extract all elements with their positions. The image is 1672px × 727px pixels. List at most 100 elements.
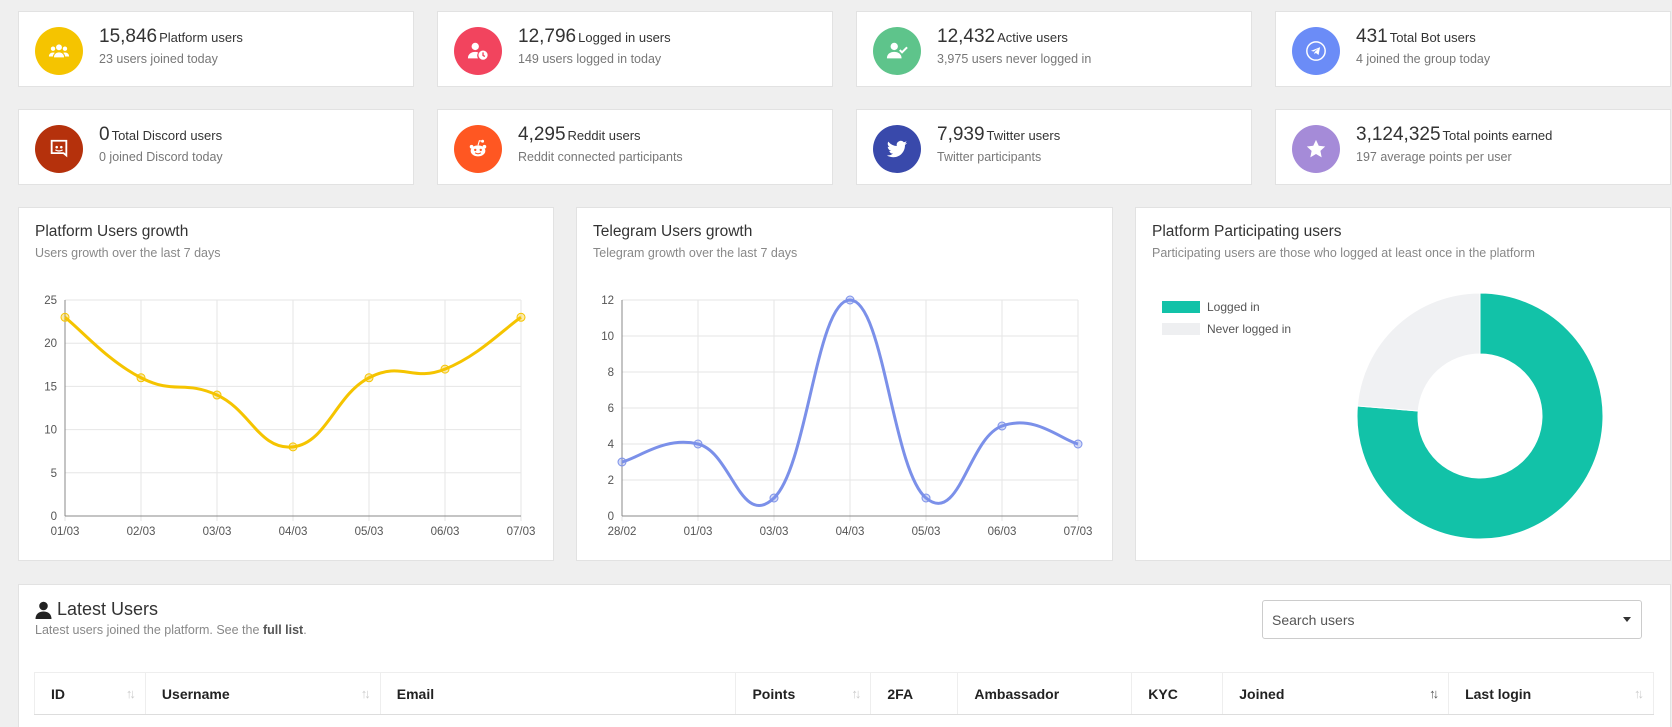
stat-value: 4,295 [518, 124, 566, 145]
data-point[interactable] [212, 390, 222, 400]
column-header-ambassador[interactable]: Ambassador [957, 672, 1133, 715]
data-point[interactable] [440, 364, 450, 374]
y-tick-label: 0 [608, 511, 614, 523]
column-header-id[interactable]: ID ↑↓ [34, 672, 146, 715]
panel-title: Telegram Users growth [593, 223, 753, 240]
stat-subtext: 197 average points per user [1356, 150, 1512, 164]
y-tick-label: 12 [601, 295, 614, 307]
stat-label: Reddit users [567, 128, 641, 143]
panel-subtitle: Participating users are those who logged… [1152, 246, 1535, 260]
data-point[interactable] [1073, 439, 1083, 449]
stat-label: Twitter users [986, 128, 1061, 143]
column-label: ID [51, 685, 65, 702]
data-point[interactable] [516, 312, 526, 322]
y-tick-label: 4 [608, 439, 615, 451]
y-tick-label: 10 [601, 331, 614, 343]
stat-label: Total points earned [1442, 128, 1553, 143]
panel-subtitle: Users growth over the last 7 days [35, 246, 221, 260]
x-tick-label: 04/03 [836, 526, 865, 538]
column-label: KYC [1148, 685, 1178, 702]
column-label: 2FA [887, 685, 914, 702]
user-clock-icon [454, 27, 502, 75]
x-tick-label: 06/03 [431, 526, 460, 538]
data-point[interactable] [617, 457, 627, 467]
column-header-kyc[interactable]: KYC [1131, 672, 1224, 715]
data-point[interactable] [769, 493, 779, 503]
y-tick-label: 5 [51, 468, 57, 480]
sort-icon: ↑↓ [1634, 686, 1644, 701]
subtitle-end: . [303, 623, 307, 637]
column-header-points[interactable]: Points ↑↓ [735, 672, 872, 715]
sort-icon: ↑↓ [125, 686, 136, 701]
legend-item-logged-in[interactable]: Logged in [1162, 300, 1291, 314]
reddit-icon [454, 125, 502, 173]
x-tick-label: 05/03 [912, 526, 941, 538]
y-tick-label: 0 [51, 511, 57, 523]
stat-value: 7,939 [937, 124, 985, 145]
column-header-joined[interactable]: Joined ↑↓ [1222, 672, 1450, 715]
x-tick-label: 06/03 [988, 526, 1017, 538]
column-label: Last login [1465, 685, 1532, 702]
telegram-users-line-chart: 0 2 4 6 8 10 12 28/02 01/03 03/03 04/03 05/03 06/03 0… [601, 295, 1093, 538]
column-header-2fa[interactable]: 2FA [870, 672, 959, 715]
x-tick-label: 04/03 [279, 526, 308, 538]
data-point[interactable] [136, 373, 146, 383]
twitter-icon [873, 125, 921, 173]
sort-icon: ↑↓ [360, 686, 371, 701]
data-point[interactable] [288, 442, 298, 452]
telegram-icon [1292, 27, 1340, 75]
column-header-username[interactable]: Username ↑↓ [144, 672, 381, 715]
stat-card-platform-users: 15,846 Platform users 23 users joined tod… [18, 11, 414, 87]
column-header-last-login[interactable]: Last login ↑↓ [1448, 672, 1654, 715]
stat-label: Total Discord users [111, 128, 223, 143]
latest-users-subtitle: Latest users joined the platform. See th… [35, 623, 307, 637]
stat-subtext: 0 joined Discord today [99, 150, 223, 164]
stat-card-total-points: 3,124,325 Total points earned 197 average… [1275, 109, 1671, 185]
column-label: Username [161, 685, 230, 702]
data-point[interactable] [60, 312, 70, 322]
x-tick-label: 01/03 [51, 526, 80, 538]
participating-donut-chart [1356, 292, 1604, 540]
data-point[interactable] [845, 295, 855, 305]
search-users-select[interactable]: Search users [1262, 600, 1642, 639]
x-tick-label: 28/02 [608, 526, 637, 538]
data-point[interactable] [364, 373, 374, 383]
data-point[interactable] [921, 493, 931, 503]
stat-label: Active users [997, 30, 1068, 45]
stat-subtext: 4 joined the group today [1356, 52, 1491, 66]
search-placeholder: Search users [1272, 612, 1355, 628]
full-list-link[interactable]: full list [262, 623, 304, 637]
user-check-icon [873, 27, 921, 75]
column-header-email[interactable]: Email [379, 672, 737, 715]
participating-users-card: Platform Participating users Participati… [1135, 207, 1671, 561]
data-point[interactable] [997, 421, 1007, 431]
stat-value: 15,846 [99, 26, 158, 47]
stat-card-active-users: 12,432 Active users 3,975 users never log… [856, 11, 1252, 87]
stat-card-reddit-users: 4,295 Reddit users Reddit connected parti… [437, 109, 833, 185]
y-tick-label: 25 [44, 295, 57, 307]
panel-title: Platform Users growth [35, 223, 189, 240]
stat-card-discord-users: 0 Total Discord users 0 joined Discord to… [18, 109, 414, 185]
data-point[interactable] [693, 439, 703, 449]
stat-subtext: 23 users joined today [99, 52, 218, 66]
stat-value: 3,124,325 [1356, 124, 1441, 145]
legend-item-never-logged-in[interactable]: Never logged in [1162, 322, 1291, 336]
legend-label: Logged in [1207, 300, 1260, 314]
stat-label: Total Bot users [1389, 30, 1476, 45]
donut-slice[interactable] [1356, 292, 1604, 540]
x-tick-label: 05/03 [355, 526, 384, 538]
stat-card-bot-users: 431 Total Bot users 4 joined the group to… [1275, 11, 1671, 87]
x-tick-label: 01/03 [684, 526, 713, 538]
column-label: Joined [1239, 685, 1285, 702]
y-tick-label: 15 [44, 381, 57, 393]
latest-users-heading: Latest Users [57, 599, 159, 619]
legend-swatch [1162, 301, 1200, 313]
stat-card-logged-in-users: 12,796 Logged in users 149 users logged i… [437, 11, 833, 87]
series-line [64, 316, 522, 449]
sort-active-icon: ↑↓ [1429, 686, 1439, 701]
y-tick-label: 8 [608, 367, 614, 379]
x-tick-label: 07/03 [507, 526, 536, 538]
y-tick-label: 6 [608, 403, 614, 415]
donut-slice[interactable] [1356, 292, 1481, 412]
x-tick-label: 07/03 [1064, 526, 1093, 538]
